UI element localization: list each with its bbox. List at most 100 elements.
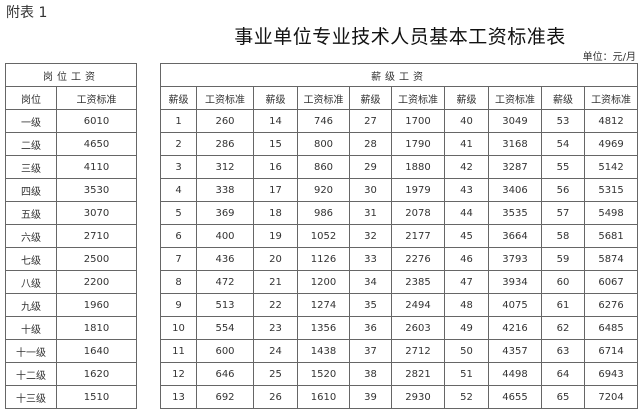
salary-cell: 369 bbox=[196, 201, 254, 225]
grade-cell: 54 bbox=[541, 132, 585, 156]
table-row: 4 338 17 920 30 1979 43 3406 56 5315 bbox=[160, 178, 639, 202]
salary-cell: 6276 bbox=[583, 293, 639, 317]
salary-cell: 1438 bbox=[297, 339, 350, 363]
table-caption-row: 薪级工资 bbox=[159, 63, 639, 87]
salary-cell: 5681 bbox=[583, 224, 639, 248]
grade-cell: 27 bbox=[349, 109, 392, 133]
salary-cell: 4969 bbox=[583, 132, 639, 156]
table-row: 十一级 1640 bbox=[5, 339, 137, 363]
column-header: 薪级 bbox=[444, 86, 489, 110]
table-row: 1 260 14 746 27 1700 40 3049 53 4812 bbox=[160, 109, 639, 133]
table-row: 7 436 20 1126 33 2276 46 3793 59 5874 bbox=[160, 247, 639, 271]
grade-cell: 56 bbox=[541, 178, 585, 202]
salary-cell: 2710 bbox=[56, 224, 137, 248]
grade-cell: 53 bbox=[541, 109, 585, 133]
table-row: 九级 1960 bbox=[5, 293, 137, 317]
salary-cell: 1200 bbox=[297, 270, 350, 294]
grade-cell: 44 bbox=[444, 201, 489, 225]
grade-cell: 43 bbox=[444, 178, 489, 202]
salary-cell: 860 bbox=[297, 155, 350, 179]
grade-cell: 3 bbox=[160, 155, 197, 179]
salary-cell: 1274 bbox=[297, 293, 350, 317]
salary-cell: 1700 bbox=[391, 109, 445, 133]
grade-cell: 14 bbox=[253, 109, 298, 133]
page-title: 事业单位专业技术人员基本工资标准表 bbox=[234, 26, 566, 48]
salary-cell: 1960 bbox=[56, 293, 137, 317]
grade-cell: 60 bbox=[541, 270, 585, 294]
grade-cell: 37 bbox=[349, 339, 392, 363]
salary-cell: 4075 bbox=[488, 293, 542, 317]
post-level-cell: 九级 bbox=[5, 293, 57, 317]
post-level-cell: 五级 bbox=[5, 201, 57, 225]
grade-cell: 59 bbox=[541, 247, 585, 271]
salary-cell: 1979 bbox=[391, 178, 445, 202]
salary-cell: 436 bbox=[196, 247, 254, 271]
grade-table-caption: 薪级工资 bbox=[159, 63, 639, 87]
post-level-cell: 三级 bbox=[5, 155, 57, 179]
grade-cell: 26 bbox=[253, 385, 298, 409]
table-row: 12 646 25 1520 38 2821 51 4498 64 6943 bbox=[160, 362, 639, 386]
grade-cell: 58 bbox=[541, 224, 585, 248]
salary-cell: 746 bbox=[297, 109, 350, 133]
salary-cell: 400 bbox=[196, 224, 254, 248]
grade-cell: 32 bbox=[349, 224, 392, 248]
grade-cell: 15 bbox=[253, 132, 298, 156]
salary-cell: 554 bbox=[196, 316, 254, 340]
table-row: 五级 3070 bbox=[5, 201, 137, 225]
salary-cell: 2500 bbox=[56, 247, 137, 271]
salary-cell: 4655 bbox=[488, 385, 542, 409]
salary-cell: 2078 bbox=[391, 201, 445, 225]
table-row: 十三级 1510 bbox=[5, 385, 137, 409]
post-level-cell: 六级 bbox=[5, 224, 57, 248]
grade-cell: 29 bbox=[349, 155, 392, 179]
grade-cell: 49 bbox=[444, 316, 489, 340]
column-header: 薪级 bbox=[253, 86, 298, 110]
grade-cell: 40 bbox=[444, 109, 489, 133]
salary-cell: 1356 bbox=[297, 316, 350, 340]
salary-cell: 4110 bbox=[56, 155, 137, 179]
salary-cell: 2712 bbox=[391, 339, 445, 363]
salary-cell: 1790 bbox=[391, 132, 445, 156]
salary-cell: 3934 bbox=[488, 270, 542, 294]
grade-cell: 10 bbox=[160, 316, 197, 340]
grade-cell: 36 bbox=[349, 316, 392, 340]
salary-cell: 2930 bbox=[391, 385, 445, 409]
grade-cell: 20 bbox=[253, 247, 298, 271]
column-header: 工资标准 bbox=[391, 86, 445, 110]
grade-cell: 11 bbox=[160, 339, 197, 363]
salary-cell: 4650 bbox=[56, 132, 137, 156]
grade-salary-table: 薪级工资 薪级 工资标准 薪级 工资标准 薪级 工资标准 薪级 工资标准 薪级 工资标准 1 260… bbox=[159, 63, 639, 409]
salary-cell: 5498 bbox=[583, 201, 639, 225]
grade-cell: 46 bbox=[444, 247, 489, 271]
grade-cell: 57 bbox=[541, 201, 585, 225]
grade-cell: 42 bbox=[444, 155, 489, 179]
grade-cell: 7 bbox=[160, 247, 197, 271]
grade-cell: 9 bbox=[160, 293, 197, 317]
salary-cell: 2494 bbox=[391, 293, 445, 317]
table-row: 一级 6010 bbox=[5, 109, 137, 133]
salary-cell: 3530 bbox=[56, 178, 137, 202]
column-header: 薪级 bbox=[541, 86, 585, 110]
salary-cell: 2603 bbox=[391, 316, 445, 340]
table-row: 六级 2710 bbox=[5, 224, 137, 248]
salary-cell: 1610 bbox=[297, 385, 350, 409]
grade-cell: 45 bbox=[444, 224, 489, 248]
salary-cell: 3070 bbox=[56, 201, 137, 225]
column-header: 工资标准 bbox=[56, 86, 137, 110]
post-level-cell: 一级 bbox=[5, 109, 57, 133]
column-header: 工资标准 bbox=[488, 86, 542, 110]
grade-cell: 33 bbox=[349, 247, 392, 271]
grade-cell: 35 bbox=[349, 293, 392, 317]
salary-cell: 4498 bbox=[488, 362, 542, 386]
table-row: 10 554 23 1356 36 2603 49 4216 62 6485 bbox=[160, 316, 639, 340]
grade-cell: 50 bbox=[444, 339, 489, 363]
grade-cell: 16 bbox=[253, 155, 298, 179]
salary-cell: 472 bbox=[196, 270, 254, 294]
grade-cell: 1 bbox=[160, 109, 197, 133]
grade-cell: 65 bbox=[541, 385, 585, 409]
post-table-caption: 岗位工资 bbox=[5, 63, 137, 87]
salary-cell: 260 bbox=[196, 109, 254, 133]
table-caption-row: 岗位工资 bbox=[5, 63, 137, 87]
grade-cell: 4 bbox=[160, 178, 197, 202]
grade-cell: 21 bbox=[253, 270, 298, 294]
